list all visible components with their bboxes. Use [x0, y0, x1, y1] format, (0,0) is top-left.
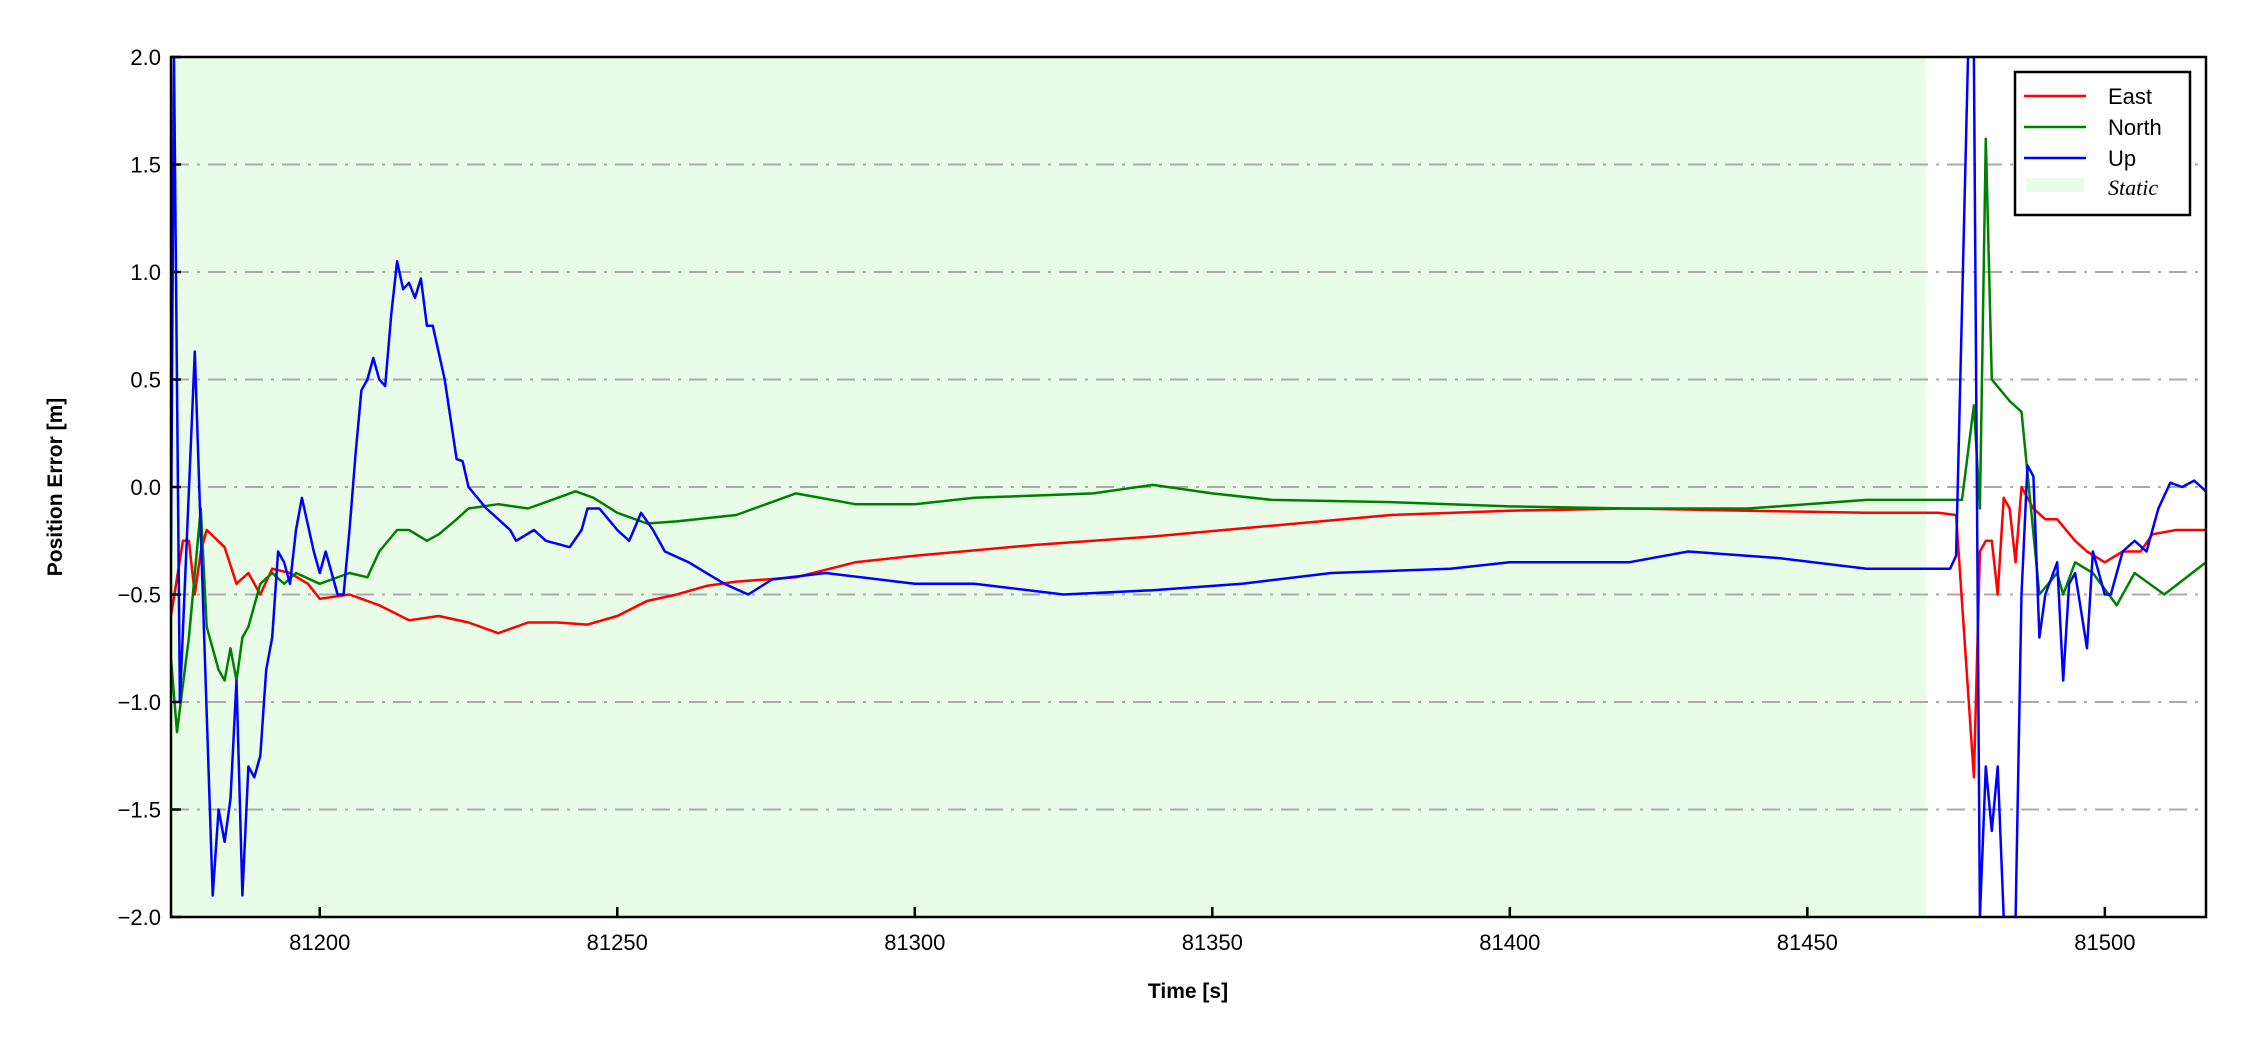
legend: East North Up Static: [2013, 70, 2192, 217]
x-tick-label: 81300: [884, 930, 945, 955]
x-tick-label: 81200: [289, 930, 350, 955]
legend-frame: [2013, 70, 2192, 217]
x-tick-label: 81450: [1777, 930, 1838, 955]
series-lines: [171, 57, 2206, 917]
legend-label-east: East: [2108, 84, 2152, 109]
legend-label-static: Static: [2108, 175, 2158, 200]
axis-ticks: 2.0 1.5 1.0 0.5 0.0 −0.5 −1.0 −1.5 −2.0 81200 8125…: [118, 45, 2136, 955]
y-tick-label: −2.0: [118, 905, 161, 930]
x-tick-label: 81350: [1182, 930, 1243, 955]
y-tick-label: 2.0: [130, 45, 161, 70]
x-tick-label: 81500: [2074, 930, 2135, 955]
y-axis-label: Position Error [m]: [44, 398, 67, 577]
y-tick-label: −1.5: [118, 798, 161, 823]
y-tick-label: 0.0: [130, 475, 161, 500]
y-tick-label: −0.5: [118, 583, 161, 608]
series-line-east: [171, 485, 2206, 779]
x-tick-label: 81400: [1479, 930, 1540, 955]
y-tick-label: 1.0: [130, 260, 161, 285]
series-line-up: [171, 57, 2206, 917]
x-axis-label: Time [s]: [1148, 980, 1228, 1003]
legend-label-up: Up: [2108, 146, 2136, 171]
legend-swatch-static: [2026, 178, 2084, 192]
series-line-north: [171, 137, 2206, 734]
y-tick-label: −1.0: [118, 690, 161, 715]
x-tick-label: 81250: [587, 930, 648, 955]
legend-label-north: North: [2108, 115, 2162, 140]
y-tick-label: 0.5: [130, 368, 161, 393]
y-tick-label: 1.5: [130, 153, 161, 178]
grid-lines: [171, 163, 2206, 811]
